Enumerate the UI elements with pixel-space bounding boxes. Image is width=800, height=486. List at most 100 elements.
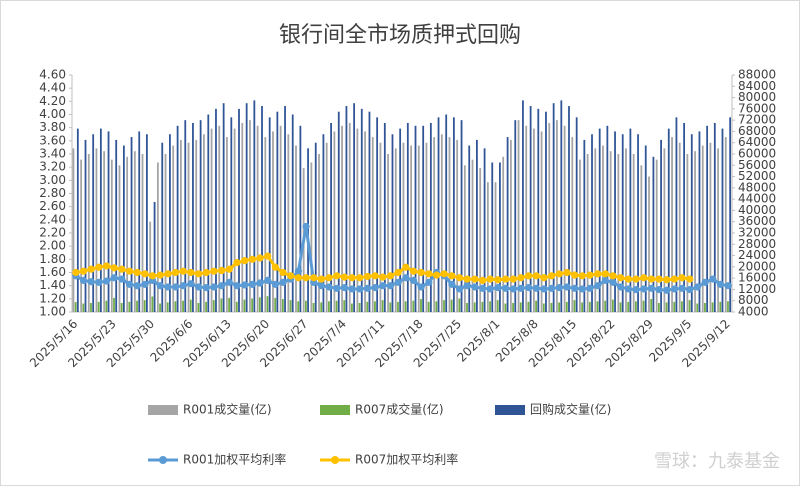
bar	[404, 301, 407, 312]
bar	[133, 151, 136, 312]
line-marker	[386, 282, 395, 290]
bar	[686, 154, 689, 312]
line-marker	[455, 285, 464, 293]
bar	[105, 300, 108, 312]
bar	[571, 137, 574, 312]
bar	[727, 301, 729, 312]
line-marker	[210, 267, 218, 275]
line-marker	[302, 274, 310, 282]
bar	[556, 120, 558, 313]
y-tick-label: 4.20	[39, 94, 66, 108]
line-marker	[79, 276, 88, 284]
bar	[678, 142, 681, 312]
line-marker	[525, 272, 533, 280]
bar	[128, 301, 131, 312]
y2-tick-label: 48000	[738, 180, 776, 194]
bar	[606, 125, 609, 313]
bar	[629, 128, 632, 312]
line-marker	[709, 275, 717, 283]
bar	[663, 148, 666, 312]
bar	[542, 303, 545, 312]
y-tick-label: 2.80	[39, 186, 66, 200]
bar	[575, 117, 578, 312]
bar	[619, 302, 622, 312]
line-marker	[172, 283, 180, 291]
legend-swatch	[495, 405, 525, 415]
line-marker	[256, 254, 264, 262]
legend-swatch	[320, 405, 350, 415]
bar	[126, 156, 129, 312]
bar	[644, 145, 647, 312]
bar	[146, 134, 148, 312]
bar	[448, 137, 451, 312]
bar	[491, 162, 494, 312]
bar	[568, 106, 570, 313]
bar	[540, 131, 543, 312]
bar	[560, 100, 563, 313]
bar	[604, 300, 607, 312]
line-marker	[478, 276, 487, 284]
line-marker	[617, 283, 625, 291]
line-marker	[463, 275, 471, 283]
bar	[463, 165, 466, 312]
bar	[640, 165, 643, 312]
line-marker	[394, 278, 402, 286]
legend-label: R001成交量(亿)	[183, 402, 272, 417]
bar	[533, 128, 535, 312]
bar	[215, 108, 217, 312]
bar	[143, 300, 146, 312]
line-marker	[517, 284, 525, 292]
line-marker	[540, 274, 548, 282]
bar	[642, 300, 645, 312]
line-marker	[118, 275, 126, 283]
line-marker	[655, 275, 663, 283]
y2-tick-label: 88000	[738, 68, 776, 82]
line-marker	[540, 285, 548, 293]
y2-tick-label: 16000	[738, 271, 776, 285]
bar	[519, 302, 522, 312]
line-marker	[693, 283, 702, 291]
y-tick-label: 3.00	[39, 173, 66, 187]
y-tick-label: 4.00	[39, 107, 66, 121]
bar	[665, 302, 668, 312]
bar	[704, 302, 706, 312]
bar	[435, 301, 438, 312]
bar	[522, 100, 524, 313]
bar	[481, 301, 484, 312]
line-marker	[125, 280, 134, 288]
line-marker	[287, 272, 295, 280]
bar	[579, 159, 581, 312]
bar	[717, 148, 719, 312]
bar	[509, 139, 512, 312]
line-marker	[164, 283, 172, 291]
bar	[473, 302, 476, 312]
line-marker	[202, 268, 210, 277]
line-marker	[279, 268, 287, 277]
line-marker	[317, 275, 326, 283]
line-marker	[294, 267, 302, 275]
bar	[238, 108, 240, 312]
line-marker	[670, 285, 679, 293]
line-marker	[563, 268, 571, 277]
y2-tick-label: 80000	[738, 90, 776, 104]
bar	[187, 142, 190, 312]
line-marker	[218, 266, 226, 275]
bar	[502, 156, 505, 312]
line-marker	[87, 265, 95, 273]
line-marker	[471, 283, 479, 291]
bar	[176, 125, 179, 313]
bar	[429, 122, 432, 312]
y2-tick-label: 12000	[738, 282, 776, 296]
bar	[588, 301, 591, 312]
bar	[199, 120, 202, 313]
y2-tick-label: 72000	[738, 113, 776, 127]
bar	[107, 131, 110, 312]
bar	[627, 301, 630, 312]
bar	[182, 300, 184, 312]
line-marker	[118, 265, 126, 273]
bar	[609, 151, 612, 312]
legend-label: 回购成交量(亿)	[530, 402, 611, 417]
line-marker	[640, 274, 648, 282]
bar	[266, 296, 269, 312]
bar	[563, 125, 566, 313]
